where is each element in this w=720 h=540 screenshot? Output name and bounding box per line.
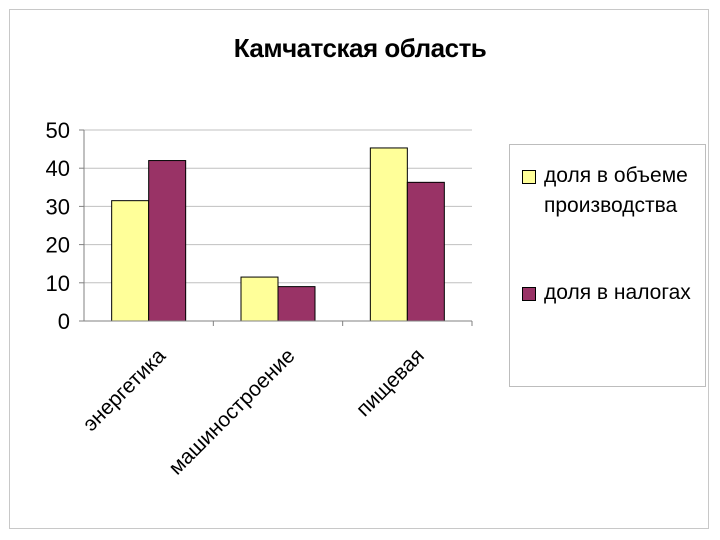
legend-swatch-taxes bbox=[522, 287, 536, 301]
bar-production bbox=[111, 200, 150, 322]
bar-production bbox=[240, 276, 279, 322]
y-tick-label: 10 bbox=[46, 271, 70, 296]
bar-production bbox=[369, 147, 408, 322]
legend-label-production: доля в объеме производства bbox=[544, 164, 688, 217]
bar-taxes bbox=[277, 286, 316, 322]
x-category-label: пищевая bbox=[352, 344, 429, 421]
legend-swatch-production bbox=[522, 170, 536, 184]
y-tick-label: 40 bbox=[46, 156, 70, 181]
legend-label-taxes: доля в налогах bbox=[544, 281, 691, 304]
chart-title: Камчатская область bbox=[233, 33, 487, 63]
bar-taxes bbox=[406, 181, 445, 322]
bar-taxes bbox=[148, 160, 187, 322]
y-tick-label: 20 bbox=[46, 233, 70, 258]
y-tick-label: 0 bbox=[58, 309, 70, 334]
y-tick-label: 50 bbox=[46, 118, 70, 143]
x-category-label: энергетика bbox=[79, 344, 171, 436]
y-tick-label: 30 bbox=[46, 194, 70, 219]
x-category-label: машиностроение bbox=[164, 344, 299, 479]
chart-legend: доля в объеме производства доля в налога… bbox=[509, 144, 706, 387]
